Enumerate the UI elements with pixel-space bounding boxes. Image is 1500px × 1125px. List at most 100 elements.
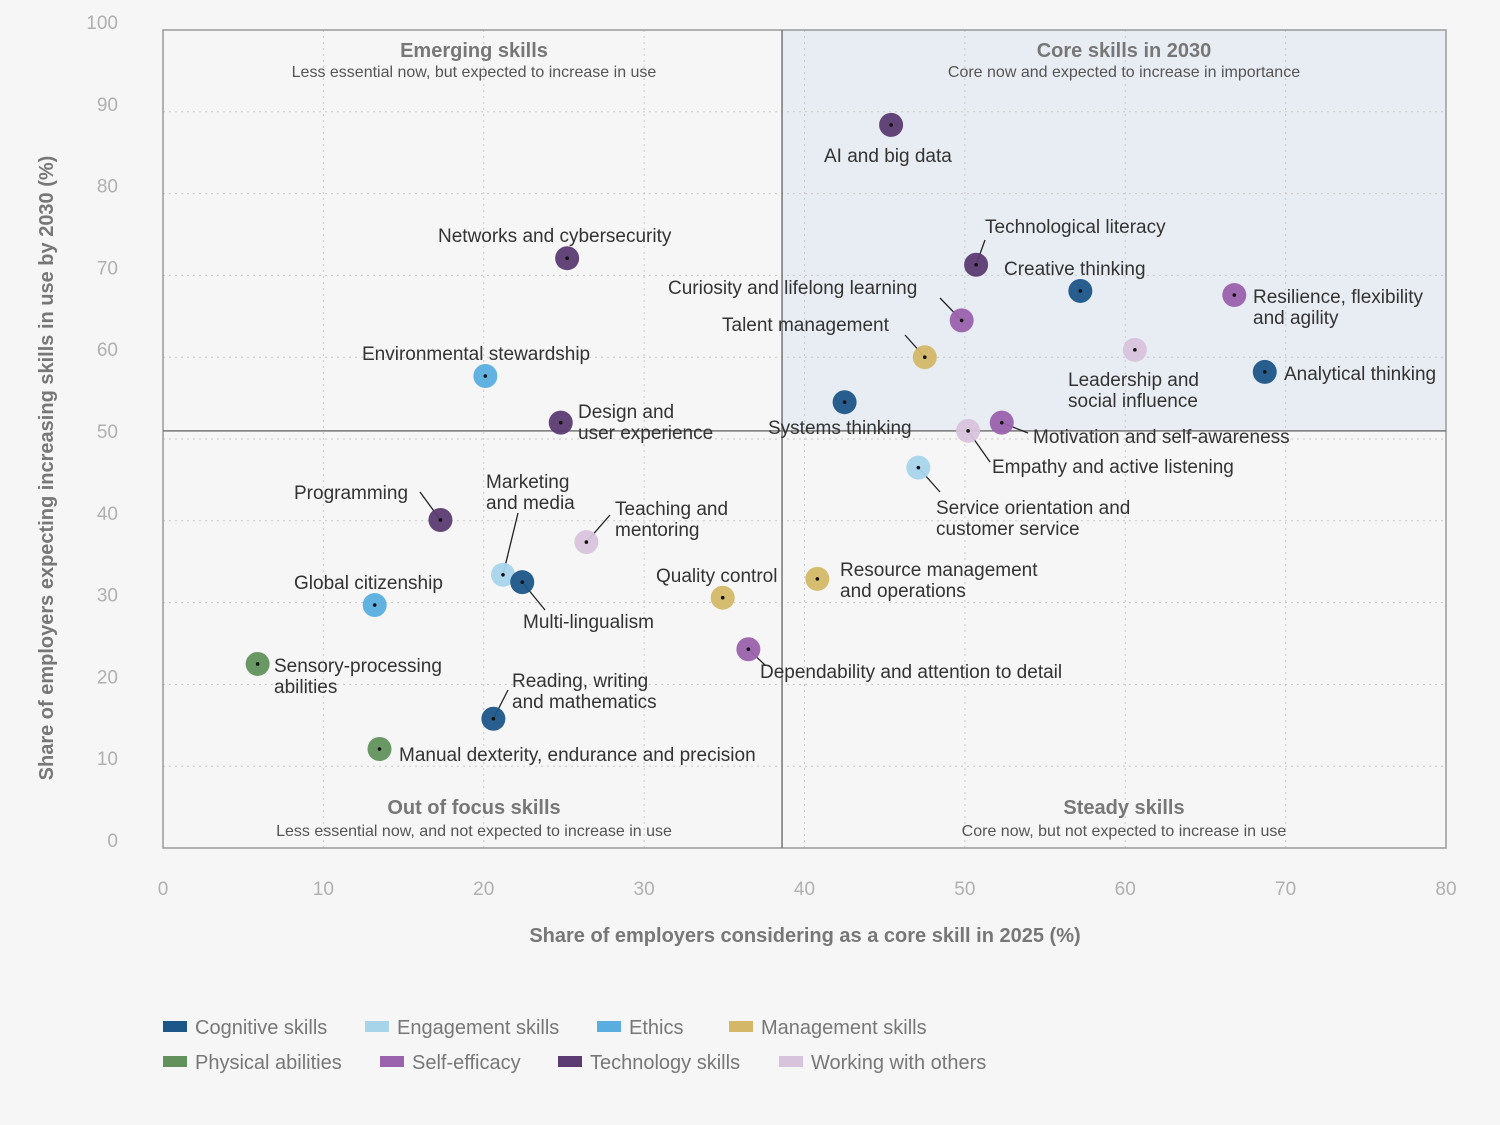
y-tick-label: 60: [97, 340, 118, 361]
y-tick-label: 90: [97, 95, 118, 116]
data-point-group: Marketing and media: [486, 472, 575, 587]
data-point-label-line: Design and: [578, 402, 674, 423]
legend-label: Ethics: [629, 1017, 683, 1039]
data-point-center: [565, 256, 569, 261]
legend-label: Management skills: [761, 1017, 927, 1039]
data-point-label: Networks and cybersecurity: [438, 226, 672, 247]
x-tick-label: 50: [954, 879, 975, 900]
data-point-center: [720, 595, 725, 600]
y-tick-label: 100: [86, 13, 118, 34]
data-point-group: Quality control: [656, 566, 777, 610]
data-point-center: [377, 747, 382, 751]
quadrant-title-steady: Steady skills: [1063, 797, 1184, 819]
data-point-label-line: Marketing: [486, 472, 569, 493]
data-point-label: Reading, writing and mathematics: [512, 671, 657, 713]
data-point-group: Programming: [294, 483, 453, 532]
data-point-label-line: Environmental stewardship: [362, 344, 590, 365]
data-point-group: Analytical thinking: [1252, 359, 1436, 385]
x-tick-label: 0: [158, 879, 169, 900]
data-point-label: Analytical thinking: [1284, 364, 1436, 385]
y-tick-label: 80: [97, 177, 118, 198]
legend-swatch: [365, 1021, 389, 1032]
data-point-center: [746, 647, 751, 652]
y-tick-label: 20: [97, 667, 118, 688]
data-point-label-line: Teaching and: [615, 499, 728, 520]
quadrant-title-emerging: Emerging skills: [400, 40, 548, 62]
data-point-label: Dependability and attention to detail: [760, 662, 1062, 683]
axis-ticks: 0 10 20 30 40 50 60 70 80 0 10 20 30 40 50 60 70 80 90 100: [86, 13, 1456, 900]
data-point-label: Service orientation and customer service: [936, 498, 1130, 540]
data-point-center: [372, 603, 377, 607]
y-tick-label: 70: [97, 258, 118, 279]
data-point-label: Quality control: [656, 566, 777, 587]
data-points: AI and big data Networks and cybersecurit…: [245, 112, 1436, 766]
quadrant-subtitle-out-of-focus: Less essential now, and not expected to …: [276, 823, 672, 840]
data-point-group: Teaching and mentoring: [574, 499, 728, 555]
data-point-label: Leadership and social influence: [1068, 370, 1199, 412]
legend-swatch: [163, 1021, 187, 1032]
data-point-label-line: Resilience, flexibility: [1253, 287, 1424, 308]
y-tick-label: 50: [97, 422, 118, 443]
data-point-label-line: Leadership and: [1068, 370, 1199, 391]
data-point-group: Multi-lingualism: [510, 570, 654, 633]
data-point-label: Systems thinking: [768, 418, 912, 439]
x-axis-title: Share of employers considering as a core…: [529, 925, 1080, 947]
data-point-group: AI and big data: [824, 112, 952, 167]
data-point-label: Creative thinking: [1004, 259, 1146, 280]
data-point-label-line: Programming: [294, 483, 408, 504]
data-point-label-line: Manual dexterity, endurance and precisio…: [399, 745, 756, 766]
data-point-group: Technological literacy: [964, 217, 1166, 277]
quadrant-title-core: Core skills in 2030: [1037, 40, 1212, 62]
data-point-center: [1133, 348, 1137, 352]
legend-label: Working with others: [811, 1052, 986, 1074]
data-point-center: [842, 400, 847, 404]
data-point-label: Technological literacy: [985, 217, 1166, 238]
x-tick-label: 80: [1435, 879, 1456, 900]
data-point-label: Empathy and active listening: [992, 457, 1234, 478]
data-point-group: Service orientation and customer service: [906, 455, 1130, 540]
legend-item: Self-efficacy: [380, 1052, 521, 1074]
data-point-group: Creative thinking: [1004, 259, 1146, 303]
legend-label: Cognitive skills: [195, 1017, 327, 1039]
data-point-group: Dependability and attention to detail: [736, 637, 1062, 683]
data-point-center: [438, 518, 443, 522]
legend-swatch: [597, 1021, 621, 1032]
data-point-label: Talent management: [722, 315, 890, 336]
data-point-label-line: and operations: [840, 581, 966, 602]
data-point-label-line: Quality control: [656, 566, 777, 587]
legend-swatch: [380, 1056, 404, 1067]
plot-frame: [162, 29, 1447, 849]
legend-label: Technology skills: [590, 1052, 740, 1074]
legend: Cognitive skills Engagement skills Ethics M…: [163, 1017, 986, 1074]
data-point-label-line: Global citizenship: [294, 573, 443, 594]
x-tick-label: 40: [794, 879, 815, 900]
data-point-label: AI and big data: [824, 146, 952, 167]
data-point-label-line: Analytical thinking: [1284, 364, 1436, 385]
legend-label: Physical abilities: [195, 1052, 342, 1074]
data-point-group: Environmental stewardship: [362, 344, 590, 389]
data-point-label-line: Sensory-processing: [274, 656, 442, 677]
data-point-label-line: social influence: [1068, 391, 1198, 412]
data-point-center: [501, 572, 505, 577]
data-point-label: Sensory-processing abilities: [274, 656, 442, 698]
data-point-label-line: Service orientation and: [936, 498, 1130, 519]
data-point-label-line: and mathematics: [512, 692, 657, 713]
y-tick-label: 40: [97, 504, 118, 525]
quadrant-title-out-of-focus: Out of focus skills: [387, 797, 560, 819]
data-point-label: Design and user experience: [578, 402, 713, 444]
legend-item: Ethics: [597, 1017, 683, 1039]
data-point-label: Multi-lingualism: [523, 612, 654, 633]
legend-label: Engagement skills: [397, 1017, 559, 1039]
data-point-label: Manual dexterity, endurance and precisio…: [399, 745, 756, 766]
y-tick-label: 0: [107, 831, 118, 852]
legend-swatch: [558, 1056, 582, 1067]
legend-swatch: [163, 1056, 187, 1067]
legend-swatch: [779, 1056, 803, 1067]
data-point-group: Networks and cybersecurity: [438, 226, 672, 271]
data-point-group: Sensory-processing abilities: [245, 651, 442, 698]
data-point-label-line: Motivation and self-awareness: [1033, 427, 1290, 448]
data-point-center: [483, 374, 488, 378]
data-point-group: Resource management and operations: [805, 560, 1038, 602]
data-point-group: Manual dexterity, endurance and precisio…: [367, 737, 756, 766]
